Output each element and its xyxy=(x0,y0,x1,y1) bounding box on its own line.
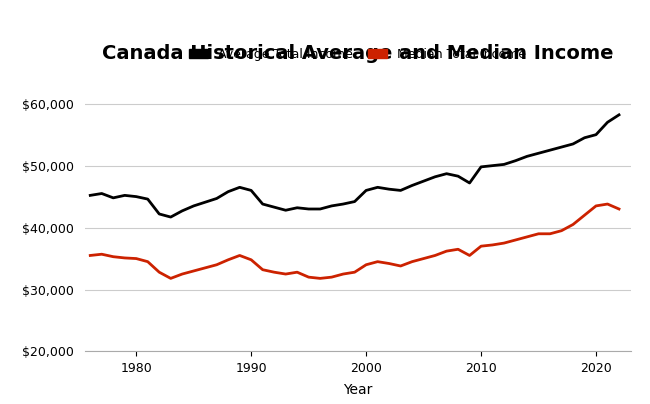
Average Total Income xyxy=(523,154,531,159)
Median Total Income xyxy=(224,257,232,262)
Median Total Income xyxy=(339,271,347,276)
Average Total Income xyxy=(351,199,359,204)
Average Total Income xyxy=(155,212,163,217)
Median Total Income xyxy=(374,259,382,264)
Median Total Income xyxy=(477,244,485,248)
Median Total Income xyxy=(604,202,612,206)
Median Total Income xyxy=(454,247,462,252)
Average Total Income xyxy=(500,162,508,167)
Average Total Income xyxy=(317,206,324,211)
Median Total Income xyxy=(144,259,151,264)
Average Total Income xyxy=(133,194,140,199)
Median Total Income xyxy=(420,256,428,261)
Median Total Income xyxy=(523,234,531,239)
Median Total Income xyxy=(615,206,623,211)
Median Total Income xyxy=(385,261,393,266)
Average Total Income xyxy=(202,200,209,204)
Median Total Income xyxy=(281,271,289,276)
Median Total Income xyxy=(535,231,543,236)
Average Total Income xyxy=(259,202,266,206)
Average Total Income xyxy=(569,141,577,146)
Average Total Income xyxy=(305,206,313,211)
Median Total Income xyxy=(202,265,209,270)
Median Total Income xyxy=(408,259,416,264)
Average Total Income xyxy=(328,204,335,208)
Average Total Income xyxy=(454,174,462,179)
Average Total Income xyxy=(281,208,289,213)
Median Total Income xyxy=(512,238,519,242)
Average Total Income xyxy=(178,208,186,213)
Median Total Income xyxy=(155,270,163,275)
Median Total Income xyxy=(86,253,94,258)
Line: Average Total Income: Average Total Income xyxy=(90,115,619,217)
Median Total Income xyxy=(121,255,129,260)
Median Total Income xyxy=(133,256,140,261)
Median Total Income xyxy=(236,253,244,258)
Median Total Income xyxy=(351,270,359,275)
Average Total Income xyxy=(236,185,244,190)
Median Total Income xyxy=(489,242,497,247)
Average Total Income xyxy=(546,148,554,153)
Median Total Income xyxy=(317,276,324,281)
Legend: Average Total Income, Median Total Income: Average Total Income, Median Total Incom… xyxy=(185,43,530,66)
Median Total Income xyxy=(569,222,577,227)
Average Total Income xyxy=(121,193,129,198)
Median Total Income xyxy=(580,213,588,218)
Median Total Income xyxy=(328,275,335,280)
Average Total Income xyxy=(615,112,623,117)
Median Total Income xyxy=(178,271,186,276)
Average Total Income xyxy=(213,196,220,201)
Median Total Income xyxy=(109,254,117,259)
Average Total Income xyxy=(408,183,416,188)
Average Total Income xyxy=(477,164,485,169)
Title: Canada Historical Average and Median Income: Canada Historical Average and Median Inc… xyxy=(102,44,613,63)
Median Total Income xyxy=(270,270,278,275)
Median Total Income xyxy=(431,253,439,258)
Median Total Income xyxy=(592,204,600,208)
Average Total Income xyxy=(420,179,428,183)
Median Total Income xyxy=(546,231,554,236)
Median Total Income xyxy=(443,249,450,254)
Median Total Income xyxy=(293,270,301,275)
Median Total Income xyxy=(362,262,370,267)
Median Total Income xyxy=(213,262,220,267)
Average Total Income xyxy=(580,135,588,140)
Average Total Income xyxy=(374,185,382,190)
Average Total Income xyxy=(443,171,450,176)
Average Total Income xyxy=(558,145,566,149)
Average Total Income xyxy=(98,191,106,196)
Average Total Income xyxy=(190,204,198,208)
Average Total Income xyxy=(167,215,175,219)
X-axis label: Year: Year xyxy=(343,383,372,397)
Median Total Income xyxy=(167,276,175,281)
Average Total Income xyxy=(489,163,497,168)
Average Total Income xyxy=(512,158,519,163)
Average Total Income xyxy=(431,175,439,179)
Median Total Income xyxy=(396,263,404,268)
Median Total Income xyxy=(190,269,198,274)
Average Total Income xyxy=(604,120,612,125)
Average Total Income xyxy=(385,187,393,191)
Average Total Income xyxy=(362,188,370,193)
Average Total Income xyxy=(396,188,404,193)
Average Total Income xyxy=(465,181,473,185)
Average Total Income xyxy=(535,151,543,156)
Average Total Income xyxy=(86,193,94,198)
Average Total Income xyxy=(592,132,600,137)
Average Total Income xyxy=(270,205,278,210)
Median Total Income xyxy=(305,275,313,280)
Average Total Income xyxy=(339,202,347,206)
Median Total Income xyxy=(98,252,106,257)
Median Total Income xyxy=(500,241,508,246)
Median Total Income xyxy=(247,257,255,262)
Median Total Income xyxy=(465,253,473,258)
Average Total Income xyxy=(144,197,151,202)
Average Total Income xyxy=(293,205,301,210)
Median Total Income xyxy=(259,267,266,272)
Line: Median Total Income: Median Total Income xyxy=(90,204,619,278)
Median Total Income xyxy=(558,228,566,233)
Average Total Income xyxy=(224,189,232,194)
Average Total Income xyxy=(247,188,255,193)
Average Total Income xyxy=(109,196,117,200)
